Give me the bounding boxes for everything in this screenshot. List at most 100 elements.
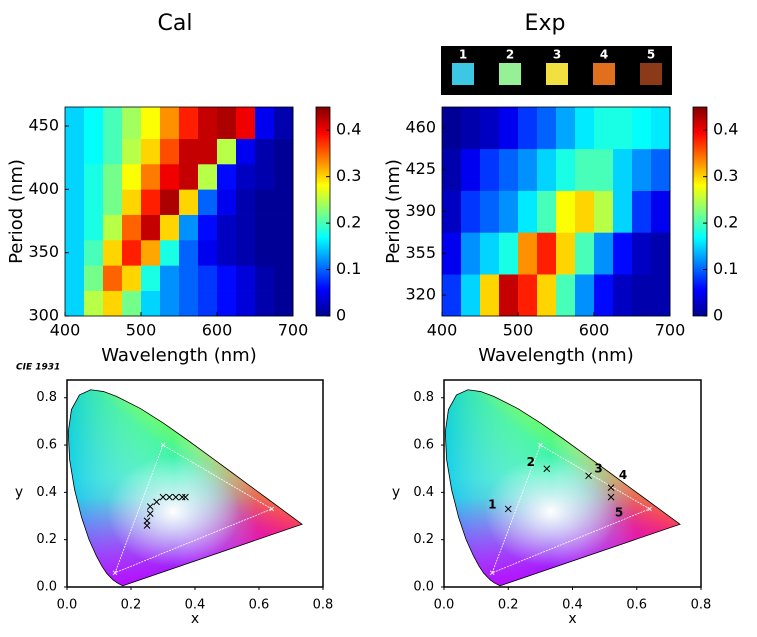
x-tick-label: 0.0: [434, 598, 455, 613]
heat-cell: [480, 107, 500, 150]
colorbar-tick-label: 0.1: [336, 259, 361, 278]
heat-cell: [651, 107, 671, 150]
data-point: [146, 510, 154, 518]
heat-cell: [613, 148, 633, 191]
heat-cell: [575, 107, 595, 150]
heat-cell: [65, 290, 85, 317]
y-tick-label: 460: [405, 117, 436, 136]
heat-cell: [461, 190, 481, 233]
heat-cell: [217, 214, 237, 241]
heat-cell: [651, 190, 671, 233]
heat-cell: [556, 107, 576, 150]
point-label: 3: [594, 461, 602, 475]
sample-label: 2: [506, 48, 514, 62]
y-tick-label: 0.0: [413, 580, 434, 595]
heat-cell: [518, 232, 538, 275]
y-tick-label: 350: [28, 242, 59, 261]
x-tick-label: 0.0: [57, 598, 78, 613]
heat-cell: [255, 189, 275, 215]
chart-title: Cal: [158, 11, 193, 36]
heat-cell: [122, 164, 142, 190]
y-tick-label: 320: [405, 285, 436, 304]
heat-cell: [103, 290, 123, 317]
heat-cell: [65, 138, 85, 165]
x-tick-label: 400: [427, 321, 458, 340]
heat-cell: [632, 107, 652, 150]
x-tick-label: 500: [503, 321, 534, 340]
heat-cell: [556, 190, 576, 233]
heat-cell: [103, 164, 123, 190]
data-point: [143, 517, 151, 525]
heat-cell: [255, 107, 275, 139]
heat-cell: [442, 232, 462, 275]
heat-cell: [255, 164, 275, 190]
heat-cell: [141, 214, 161, 241]
y-tick-label: 0.4: [36, 485, 57, 500]
heat-cell: [461, 107, 481, 150]
heat-cell: [442, 190, 462, 233]
y-tick-label: 390: [405, 201, 436, 220]
heat-cell: [575, 190, 595, 233]
colorbar-tick-label: 0: [336, 306, 346, 325]
heat-cell: [84, 189, 104, 215]
heat-cell: [236, 164, 256, 190]
heat-cell: [179, 240, 199, 266]
heat-cell: [141, 164, 161, 190]
heat-cell: [274, 214, 294, 241]
heat-cell: [480, 274, 500, 317]
heat-cell: [575, 232, 595, 275]
heat-cell: [122, 240, 142, 266]
cie-diagram: [444, 389, 681, 587]
heat-cell: [141, 189, 161, 215]
x-tick-label: 0.2: [121, 598, 142, 613]
x-tick-label: 700: [278, 321, 309, 340]
y-tick-label: 0.6: [36, 438, 57, 453]
point-label: 5: [615, 506, 623, 520]
y-tick-label: 355: [405, 243, 436, 262]
sample-label: 4: [600, 48, 608, 62]
heat-cell: [160, 265, 180, 291]
heat-cell: [537, 190, 557, 233]
heat-cell: [160, 138, 180, 165]
heat-cell: [179, 189, 199, 215]
y-tick-label: 0.6: [413, 438, 434, 453]
y-tick-label: 300: [28, 306, 59, 325]
srgb-triangle: [491, 444, 651, 574]
y-axis-label: Period (nm): [383, 159, 404, 264]
heat-cell: [537, 148, 557, 191]
heat-cell: [236, 107, 256, 139]
y-tick-label: 400: [28, 179, 59, 198]
sample-swatch: [546, 63, 568, 85]
heat-cell: [651, 232, 671, 275]
heat-cell: [480, 148, 500, 191]
heat-cell: [179, 214, 199, 241]
x-tick-label: 400: [50, 321, 81, 340]
heat-cell: [499, 190, 519, 233]
heat-cell: [103, 107, 123, 139]
y-tick-label: 450: [28, 116, 59, 135]
colorbar-tick-label: 0.2: [713, 213, 738, 232]
heat-cell: [198, 240, 218, 266]
x-tick-label: 0.6: [626, 598, 647, 613]
heat-cell: [255, 138, 275, 165]
heat-cell: [103, 265, 123, 291]
y-axis-label: y: [392, 484, 400, 500]
data-point: [153, 498, 160, 506]
heat-cell: [537, 274, 557, 317]
heat-cell: [179, 164, 199, 190]
heat-cell: [442, 107, 462, 150]
heat-cell: [160, 290, 180, 317]
data-point: [585, 472, 592, 480]
x-tick-label: 0.8: [691, 598, 712, 613]
data-point: [146, 503, 154, 510]
heat-cell: [236, 290, 256, 317]
y-tick-label: 0.2: [413, 532, 434, 547]
srgb-triangle: [114, 444, 273, 574]
heat-cell: [122, 189, 142, 215]
colorbar: [692, 106, 708, 317]
heat-cell: [499, 232, 519, 275]
heat-cell: [274, 138, 294, 165]
heat-cell: [103, 138, 123, 165]
heat-cell: [122, 138, 142, 165]
srgb-vertex: [489, 570, 495, 576]
